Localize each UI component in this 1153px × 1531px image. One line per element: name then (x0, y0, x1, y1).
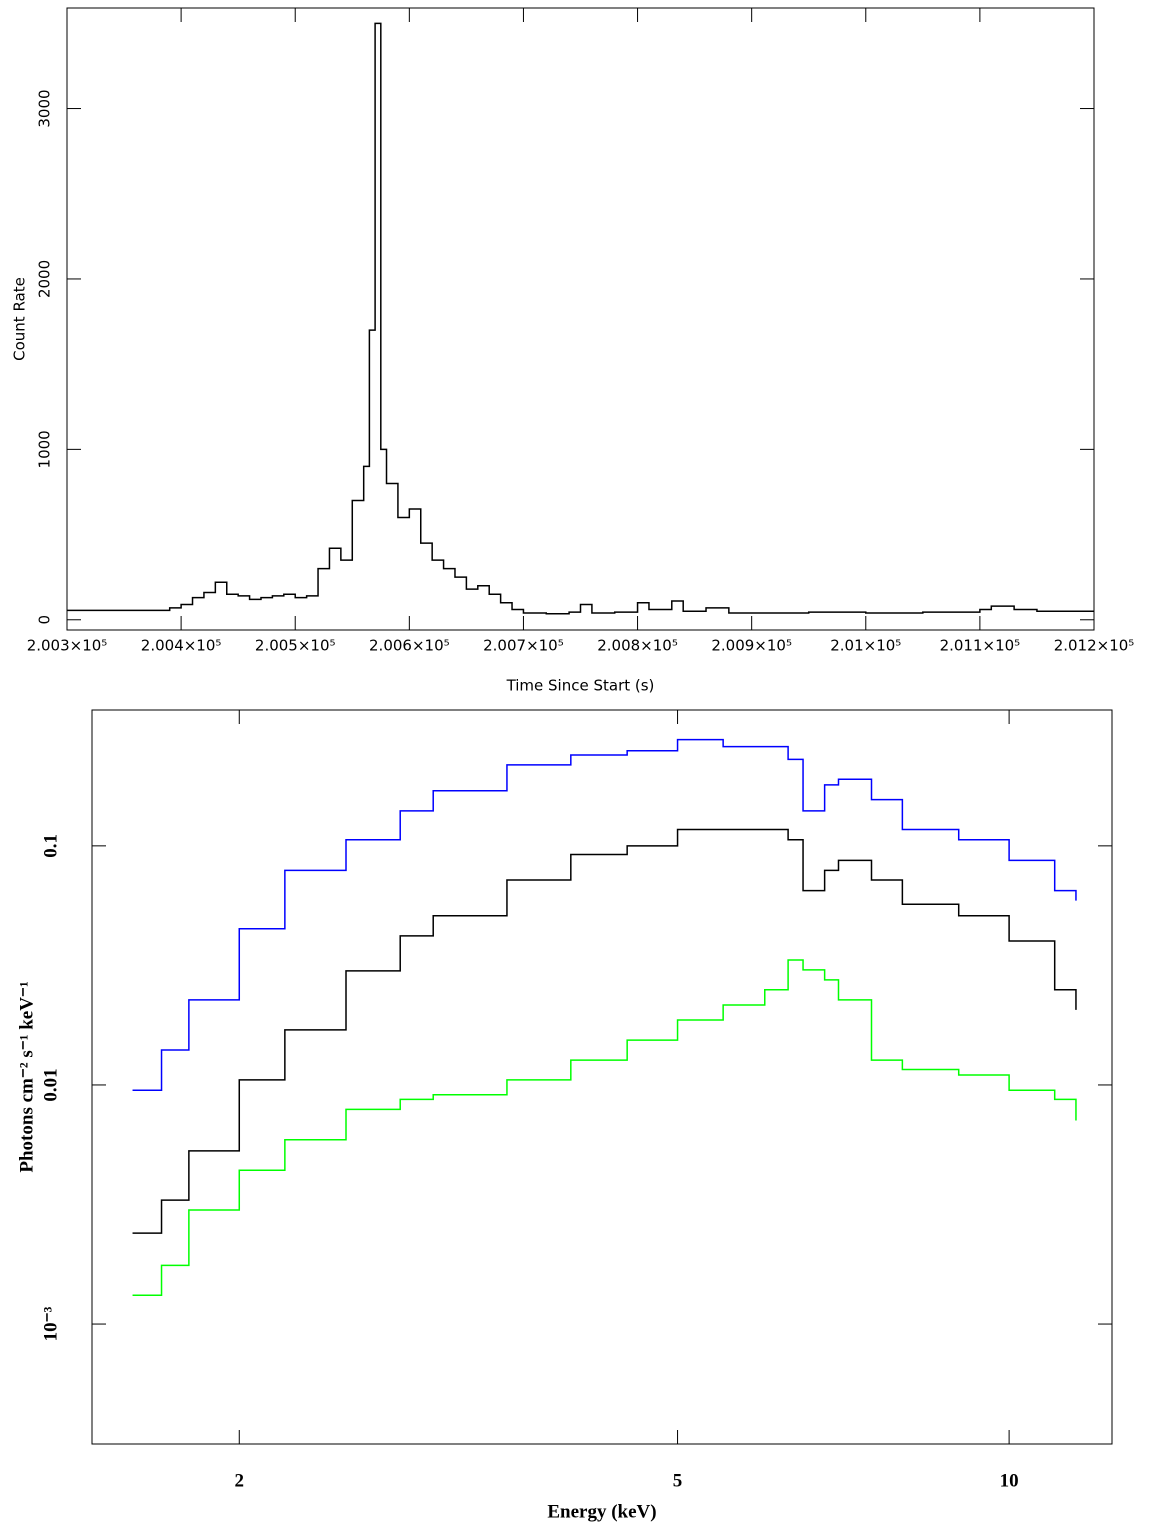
y-tick-label: 0.1 (40, 834, 61, 858)
x-tick-label: 2.007×10⁵ (483, 637, 564, 655)
panel: 2.003×10⁵ 2.004×10⁵ 2.005×10⁵ 2.006×10⁵ 2.00… (11, 7, 1135, 695)
x-tick-label: 5 (673, 1470, 683, 1491)
x-tick-label: 2.008×10⁵ (597, 637, 678, 655)
panel: 2 5 10 10⁻³ 0.01 0.1 Energy (keV) Photons cm⁻² … (16, 709, 1113, 1522)
x-axis-label: Time Since Start (s) (506, 677, 655, 695)
x-tick-label: 2.005×10⁵ (255, 637, 336, 655)
x-tick-label: 2.01×10⁵ (830, 637, 901, 655)
x-tick-label: 10 (1000, 1470, 1019, 1491)
y-tick-label: 0.01 (40, 1068, 61, 1101)
x-tick-label: 2 (235, 1470, 245, 1491)
x-tick-label: 2.003×10⁵ (27, 637, 108, 655)
plot-frame (66, 7, 1095, 631)
y-axis-label: Count Rate (11, 277, 29, 361)
plot-frame (91, 709, 1113, 1445)
y-tick-label: 2000 (36, 260, 54, 298)
data-line (132, 959, 1077, 1296)
y-tick-label: 0 (36, 615, 54, 625)
x-tick-label: 2.009×10⁵ (711, 637, 792, 655)
y-axis-label: Photons cm⁻² s⁻¹ keV⁻¹ (16, 981, 37, 1172)
y-tick-label: 1000 (36, 430, 54, 468)
y-tick-label: 3000 (36, 89, 54, 127)
x-tick-label: 2.012×10⁵ (1054, 637, 1135, 655)
data-line (67, 22, 1094, 615)
x-axis-label: Energy (keV) (547, 1501, 656, 1522)
data-line (132, 828, 1077, 1234)
x-tick-label: 2.004×10⁵ (141, 637, 222, 655)
x-tick-label: 2.006×10⁵ (369, 637, 450, 655)
data-line (132, 738, 1077, 1092)
y-tick-label: 10⁻³ (40, 1306, 61, 1341)
x-tick-label: 2.011×10⁵ (940, 637, 1021, 655)
